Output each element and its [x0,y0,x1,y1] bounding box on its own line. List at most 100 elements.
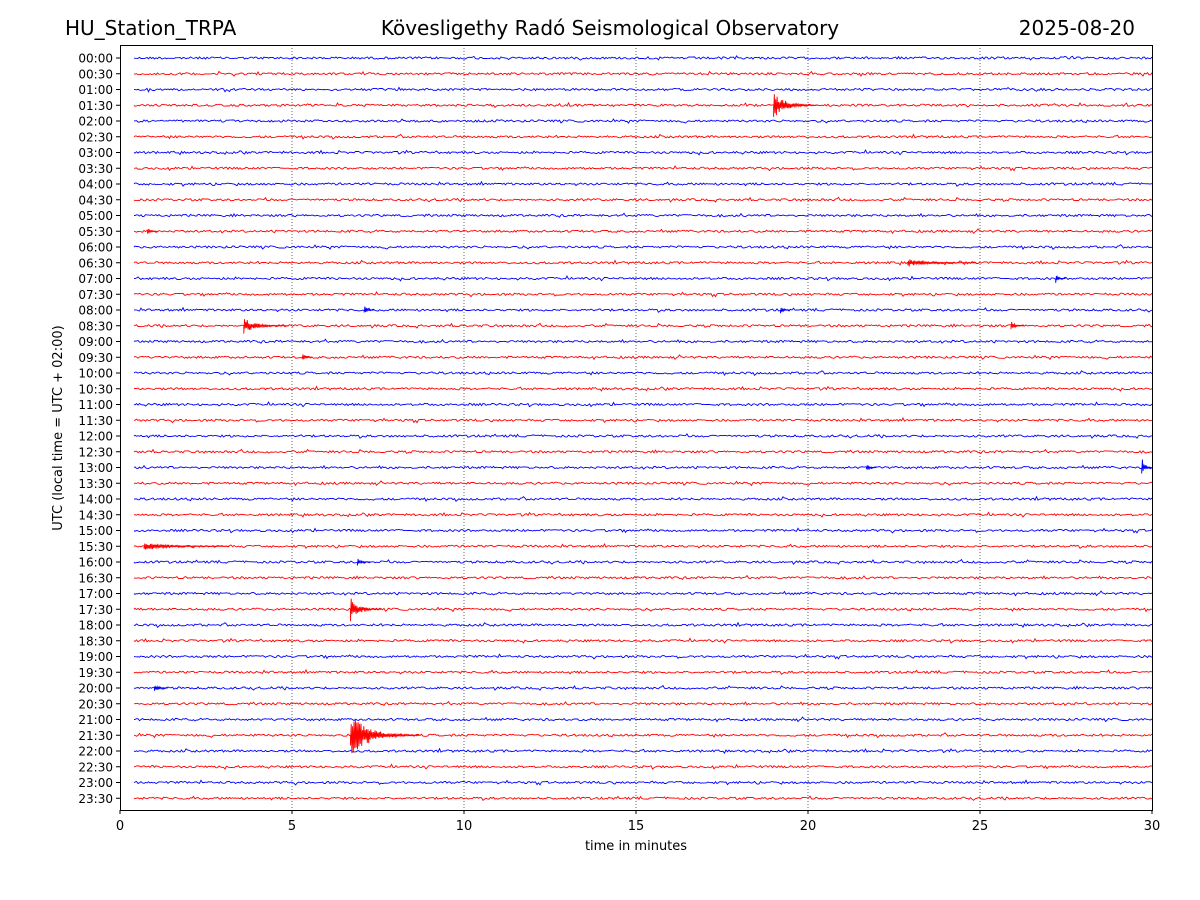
y-tick-label: 00:30 [78,67,113,81]
y-tick-label: 12:30 [78,445,113,459]
trace-0530 [133,228,1153,235]
x-tick-label: 0 [116,819,124,834]
y-tick-label: 05:00 [78,209,113,223]
trace-0130 [133,101,1153,109]
plot-date: 2025-08-20 [1018,16,1135,40]
trace-2130 [133,732,1153,739]
trace-1400 [134,495,1153,503]
observatory-title: Kövesligethy Radó Seismological Observat… [380,16,840,40]
trace-1600 [133,558,1153,565]
y-tick-label: 10:30 [78,382,113,396]
y-tick-label: 14:00 [78,493,113,507]
x-tick-label: 10 [456,819,473,834]
y-tick-label: 13:00 [78,461,113,475]
trace-1030 [133,385,1153,392]
y-tick-label: 10:00 [78,367,113,381]
y-tick-label: 09:30 [78,351,113,365]
y-tick-label: 18:30 [78,634,113,648]
y-tick-label: 11:00 [78,398,113,412]
trace-1800 [133,621,1153,629]
trace-0030 [133,70,1153,78]
event-0930 [301,354,313,360]
trace-1430 [133,511,1153,518]
x-tick-label: 30 [1144,819,1161,834]
y-tick-label: 04:30 [78,193,113,207]
event-2130 [350,719,420,754]
y-tick-label: 06:30 [78,256,113,270]
trace-2230 [133,763,1153,770]
trace-1900 [133,653,1153,660]
trace-0830 [133,322,1153,329]
trace-1100 [133,401,1153,408]
trace-2330 [133,795,1153,802]
trace-0800 [133,306,1153,313]
trace-0330 [133,165,1153,172]
trace-0430 [133,196,1153,203]
y-tick-label: 08:30 [78,319,113,333]
y-tick-label: 16:00 [78,556,113,570]
trace-0200 [133,118,1153,124]
y-tick-label: 07:00 [78,272,113,286]
x-axis-ticks: 0 5 10 15 20 25 30 [116,810,1160,834]
y-tick-label: 14:30 [78,508,113,522]
event-1300 [1141,459,1152,474]
y-tick-label: 07:30 [78,288,113,302]
trace-2300 [133,779,1153,786]
station-name: HU_Station_TRPA [65,16,237,40]
y-tick-label: 19:30 [78,666,113,680]
event-1300 [866,464,877,470]
trace-1530 [133,542,1153,550]
event-0800 [363,306,375,313]
event-0800 [780,307,791,314]
y-tick-label: 01:00 [78,83,113,97]
event-1530 [143,543,230,550]
y-tick-label: 17:00 [78,587,113,601]
trace-2030 [133,700,1153,707]
trace-0300 [133,149,1153,156]
trace-0730 [133,291,1153,298]
trace-0000 [133,55,1153,61]
y-tick-label: 00:00 [78,52,113,66]
y-tick-label: 09:00 [78,335,113,349]
x-tick-label: 25 [972,819,989,834]
grid-lines [291,45,981,810]
traces [133,55,1153,802]
trace-1330 [133,480,1153,487]
y-tick-label: 23:30 [78,792,113,806]
seismic-events [143,94,1152,754]
y-tick-label: 06:00 [78,241,113,255]
y-tick-label: 18:00 [78,619,113,633]
x-tick-label: 15 [628,819,645,834]
y-tick-label: 03:30 [78,162,113,176]
y-tick-label: 15:00 [78,524,113,538]
trace-0100 [133,86,1153,93]
y-tick-label: 22:30 [78,760,113,774]
y-tick-label: 02:00 [78,115,113,129]
event-0130 [773,94,818,118]
y-tick-label: 08:00 [78,304,113,318]
trace-0930 [133,354,1153,361]
trace-1700 [133,590,1153,597]
trace-0400 [133,180,1153,187]
trace-0900 [133,338,1153,344]
y-tick-label: 20:00 [78,682,113,696]
event-2000 [153,684,168,691]
event-0830 [243,319,288,334]
trace-1500 [133,527,1153,534]
trace-2000 [133,684,1153,691]
trace-1930 [133,668,1153,676]
trace-1300 [133,464,1153,470]
y-tick-label: 19:00 [78,650,113,664]
plot-frame [120,45,1153,811]
y-tick-label: 04:00 [78,178,113,192]
x-axis-label: time in minutes [585,839,687,854]
y-tick-label: 12:00 [78,430,113,444]
y-tick-label: 13:30 [78,477,113,491]
y-tick-label: 03:00 [78,146,113,160]
trace-1200 [133,433,1153,439]
x-tick-label: 5 [288,819,296,834]
y-axis-label: UTC (local time = UTC + 02:00) [51,325,66,530]
trace-1000 [133,370,1153,377]
